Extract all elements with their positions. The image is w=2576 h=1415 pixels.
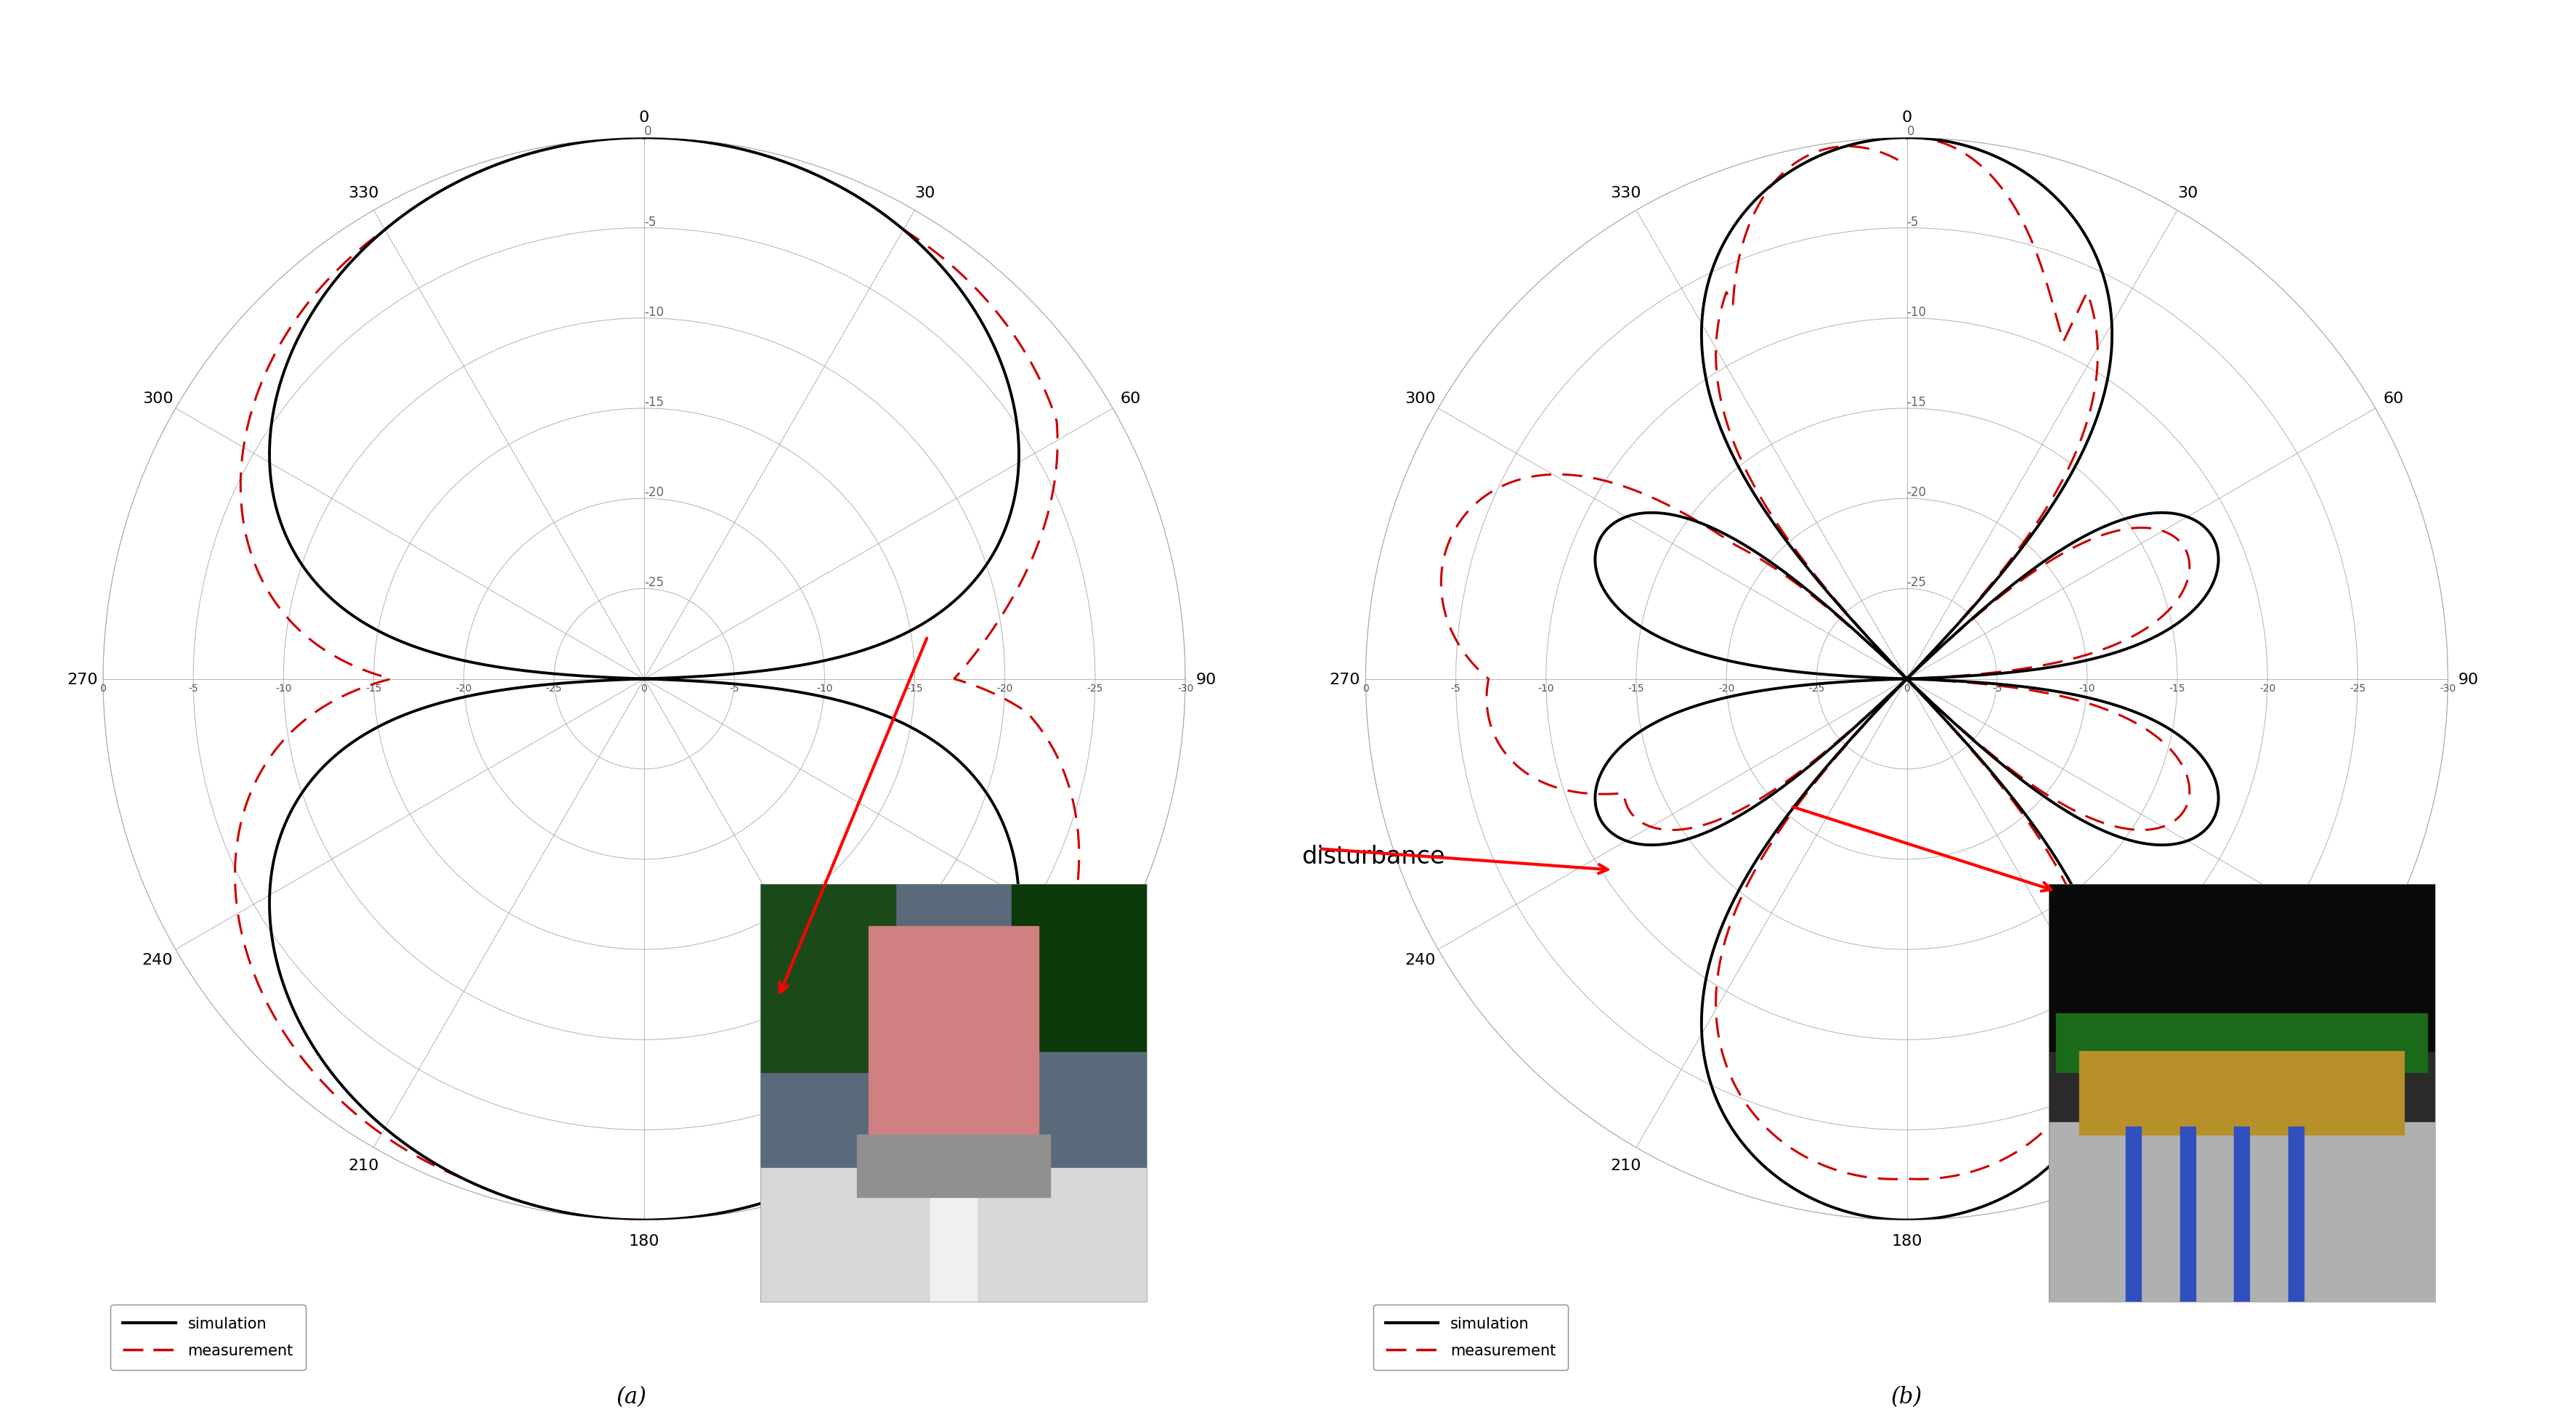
Bar — [1010, 884, 1146, 1051]
Text: -25: -25 — [546, 683, 562, 693]
Text: -5: -5 — [1991, 683, 2002, 693]
Text: -5: -5 — [729, 683, 739, 693]
Bar — [868, 927, 1038, 1177]
Text: -25: -25 — [1087, 683, 1103, 693]
Text: 0: 0 — [100, 683, 106, 693]
Text: 0: 0 — [1363, 683, 1368, 693]
Bar — [2048, 884, 2434, 1051]
Bar — [855, 1135, 1051, 1197]
Bar — [2079, 1051, 2403, 1135]
Text: disturbance: disturbance — [1301, 845, 1445, 867]
Text: -15: -15 — [2169, 683, 2184, 693]
Bar — [2056, 1013, 2427, 1073]
Text: -15: -15 — [907, 683, 922, 693]
Bar — [2287, 1126, 2303, 1302]
Bar — [760, 884, 896, 1073]
Bar — [2048, 1122, 2434, 1302]
Text: -10: -10 — [1538, 683, 1553, 693]
Legend: simulation, measurement: simulation, measurement — [1373, 1305, 1569, 1370]
Text: -20: -20 — [997, 683, 1012, 693]
Bar — [760, 1169, 1146, 1302]
Text: -15: -15 — [366, 683, 381, 693]
Text: -10: -10 — [2079, 683, 2094, 693]
Text: -5: -5 — [188, 683, 198, 693]
Text: -25: -25 — [1808, 683, 1824, 693]
Text: (b): (b) — [1891, 1385, 1922, 1408]
Text: 0: 0 — [641, 683, 647, 693]
Text: -5: -5 — [1450, 683, 1461, 693]
Text: -10: -10 — [817, 683, 832, 693]
Bar — [930, 1156, 976, 1302]
Legend: simulation, measurement: simulation, measurement — [111, 1305, 307, 1370]
Bar — [2233, 1126, 2249, 1302]
Text: -20: -20 — [2259, 683, 2275, 693]
Text: -30: -30 — [2439, 683, 2455, 693]
Text: -30: -30 — [1177, 683, 1193, 693]
Bar — [2125, 1126, 2141, 1302]
Text: 0: 0 — [1904, 683, 1909, 693]
Text: -10: -10 — [276, 683, 291, 693]
Text: -15: -15 — [1628, 683, 1643, 693]
Text: -20: -20 — [456, 683, 471, 693]
Text: -25: -25 — [2349, 683, 2365, 693]
Text: (a): (a) — [616, 1385, 647, 1408]
Text: -20: -20 — [1718, 683, 1734, 693]
Bar — [2179, 1126, 2195, 1302]
